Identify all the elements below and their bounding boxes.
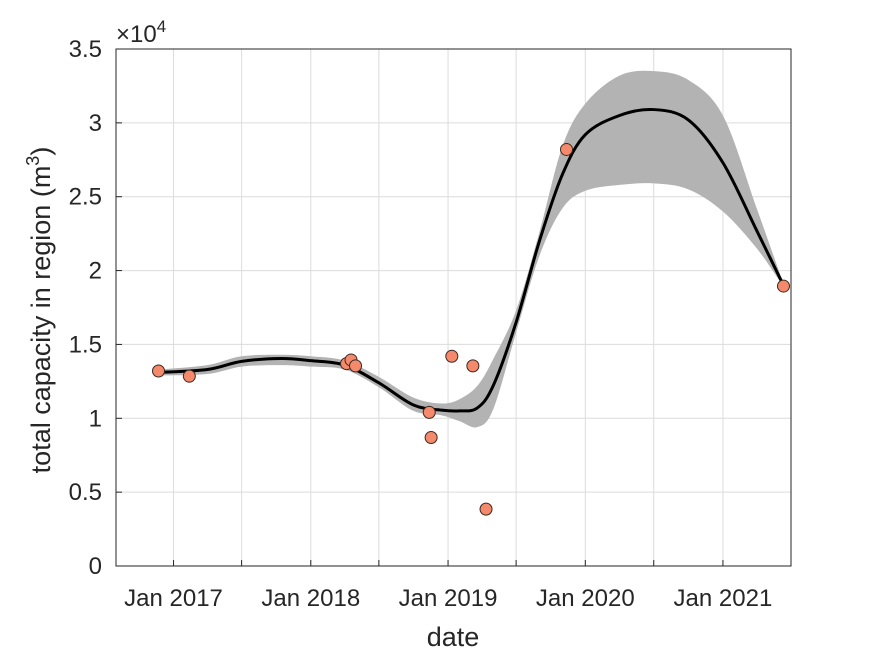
y-tick-label: 1.5 bbox=[69, 331, 102, 358]
x-tick-label: Jan 2020 bbox=[536, 585, 635, 612]
x-tick-labels: Jan 2017 Jan 2018 Jan 2019 Jan 2020 Jan 2021 bbox=[124, 585, 772, 612]
x-tick-label: Jan 2017 bbox=[124, 585, 223, 612]
y-exponent-power: 4 bbox=[157, 17, 166, 36]
data-point bbox=[182, 369, 196, 383]
y-tick-label: 0.5 bbox=[69, 479, 102, 506]
y-exponent-base: ×10 bbox=[116, 21, 157, 48]
x-tick-label: Jan 2018 bbox=[261, 585, 360, 612]
x-tick-label: Jan 2019 bbox=[399, 585, 498, 612]
data-point bbox=[445, 349, 459, 363]
y-tick-label: 0 bbox=[89, 553, 102, 580]
confidence-band bbox=[158, 70, 784, 428]
y-axis-label: total capacity in region (m3) bbox=[23, 147, 56, 474]
x-tick-label: Jan 2021 bbox=[674, 585, 773, 612]
data-point bbox=[151, 364, 165, 378]
data-point bbox=[424, 430, 438, 444]
data-point bbox=[422, 405, 436, 419]
y-tick-label: 2.5 bbox=[69, 184, 102, 211]
y-tick-label: 3.5 bbox=[69, 36, 102, 63]
y-axis-label-sup: 3 bbox=[23, 156, 43, 166]
data-point bbox=[349, 359, 363, 373]
y-exponent-label: ×104 bbox=[116, 17, 166, 48]
y-axis-label-main: total capacity in region (m bbox=[26, 166, 56, 474]
fit-line bbox=[158, 107, 785, 413]
y-tick-label: 2 bbox=[89, 258, 102, 285]
data-point bbox=[466, 359, 480, 373]
y-tick-labels: 0 0.5 1 1.5 2 2.5 3 3.5 bbox=[69, 36, 102, 580]
data-point bbox=[776, 279, 790, 293]
y-axis-label-close: ) bbox=[26, 147, 56, 156]
tick-marks bbox=[116, 48, 792, 567]
x-axis-label: date bbox=[427, 622, 480, 652]
plot-area-frame bbox=[115, 48, 792, 567]
y-tick-label: 1 bbox=[89, 405, 102, 432]
data-point bbox=[560, 142, 574, 156]
scatter-points bbox=[151, 142, 790, 516]
y-tick-label: 3 bbox=[89, 110, 102, 137]
data-point bbox=[479, 502, 493, 516]
